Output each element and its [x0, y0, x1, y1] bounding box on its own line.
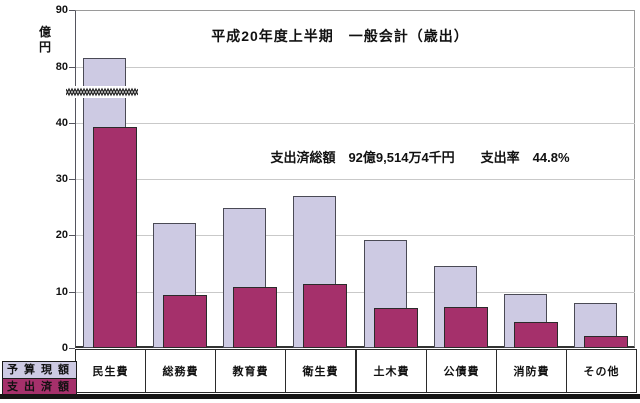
y-axis-tick	[69, 292, 75, 293]
y-axis-tick-label: 20	[55, 229, 68, 241]
category-cell: その他	[566, 349, 637, 393]
y-axis-tick-label: 30	[55, 173, 68, 185]
spent-bar	[514, 322, 558, 348]
y-axis-tick	[69, 10, 75, 11]
total-annotation: 支出済総額 92億9,514万4千円 支出率 44.8%	[270, 150, 570, 165]
gridline	[76, 179, 635, 180]
category-cell: 民生費	[75, 349, 146, 393]
spent-bar	[303, 284, 347, 348]
y-axis-tick-label: 40	[55, 117, 68, 129]
category-cell: 衛生費	[285, 349, 356, 393]
legend-budget-label: 予算現額	[3, 362, 76, 378]
y-axis-unit-label: 億円	[38, 25, 51, 54]
spent-bar	[163, 295, 207, 348]
spent-bar	[374, 308, 418, 348]
chart-title: 平成20年度上半期 一般会計（歳出）	[211, 28, 469, 44]
category-cell: 教育費	[215, 349, 286, 393]
axis-break-icon	[66, 86, 138, 98]
spent-bar	[233, 287, 277, 348]
category-cell: 土木費	[356, 349, 427, 393]
y-axis-tick-label: 90	[55, 4, 68, 16]
gridline	[76, 235, 635, 236]
y-axis-tick-label: 0	[61, 342, 68, 354]
y-axis-tick	[69, 348, 75, 349]
y-axis-tick	[69, 235, 75, 236]
legend-spent-label: 支出済額	[3, 378, 76, 395]
y-axis-tick	[69, 179, 75, 180]
y-axis-tick-label: 10	[55, 286, 68, 298]
y-axis-tick-label: 80	[55, 61, 68, 73]
category-cell: 公債費	[426, 349, 497, 393]
y-axis-tick	[69, 67, 75, 68]
category-cell: 総務費	[145, 349, 216, 393]
gridline	[76, 123, 635, 124]
y-axis-tick	[69, 123, 75, 124]
spent-bar	[584, 336, 628, 348]
legend: 予算現額 支出済額	[2, 361, 77, 396]
gridline	[76, 67, 635, 68]
category-cell: 消防費	[496, 349, 567, 393]
spent-bar	[93, 127, 137, 348]
gridline	[76, 292, 635, 293]
bottom-rule	[0, 394, 640, 399]
spent-bar	[444, 307, 488, 348]
